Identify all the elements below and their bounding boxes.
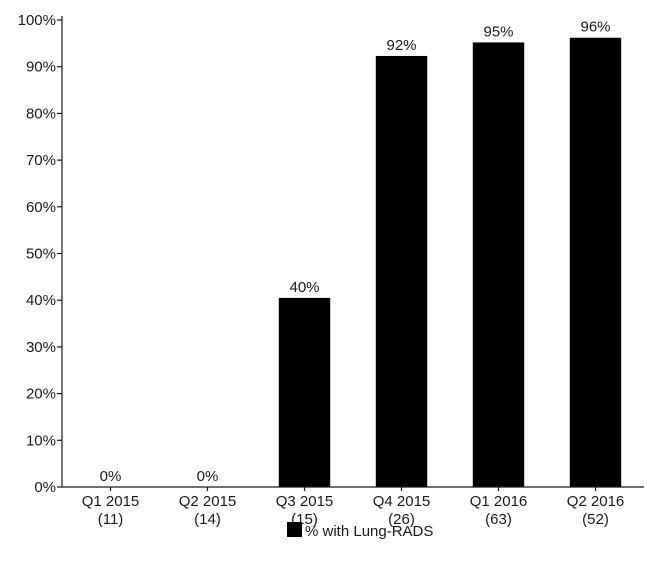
legend-swatch <box>287 522 302 537</box>
bar-value-label: 96% <box>580 19 610 36</box>
y-axis: 0% 10% 20% 30% 40% 50% 60% 70% 80% 90% 100% <box>18 12 63 496</box>
bars <box>278 37 622 488</box>
bar-value-label: 95% <box>483 23 513 40</box>
y-tick-label: 80% <box>26 105 56 122</box>
x-category-count: (52) <box>582 511 609 528</box>
bar <box>472 42 525 487</box>
y-tick-label: 70% <box>26 152 56 169</box>
legend: % with Lung-RADS <box>287 522 433 540</box>
bar-value-label: 0% <box>197 468 219 485</box>
bar-value-label: 40% <box>289 279 319 296</box>
x-category-count: (63) <box>485 511 512 528</box>
x-category-count: (11) <box>98 511 124 528</box>
bar <box>375 55 428 488</box>
x-category-label: Q2 2015 <box>179 493 237 510</box>
bar <box>569 37 622 487</box>
y-tick-label: 30% <box>26 339 56 356</box>
x-category-count: (14) <box>194 511 221 528</box>
x-category-label: Q1 2015 <box>82 493 140 510</box>
bar <box>278 297 331 487</box>
data-labels: 0% 0% 40% 92% 95% 96% <box>100 19 611 485</box>
x-category-label: Q1 2016 <box>470 493 528 510</box>
x-category-label: Q4 2015 <box>373 493 431 510</box>
y-tick-label: 40% <box>26 292 56 309</box>
bar-value-label: 92% <box>386 37 416 54</box>
x-axis: Q1 2015(11)Q2 2015(14)Q3 2015(15)Q4 2015… <box>62 486 644 528</box>
x-category-label: Q2 2016 <box>567 493 625 510</box>
y-tick-label: 100% <box>18 12 56 29</box>
y-tick-label: 90% <box>26 59 56 76</box>
y-tick-label: 60% <box>26 199 56 216</box>
x-category-label: Q3 2015 <box>276 493 334 510</box>
x-category-count: (26) <box>388 511 415 528</box>
y-tick-label: 50% <box>26 246 56 263</box>
y-tick-label: 20% <box>26 386 56 403</box>
legend-label: % with Lung-RADS <box>305 523 433 540</box>
y-tick-label: 10% <box>26 432 56 449</box>
bar-value-label: 0% <box>100 468 122 485</box>
y-tick-label: 0% <box>34 479 56 496</box>
